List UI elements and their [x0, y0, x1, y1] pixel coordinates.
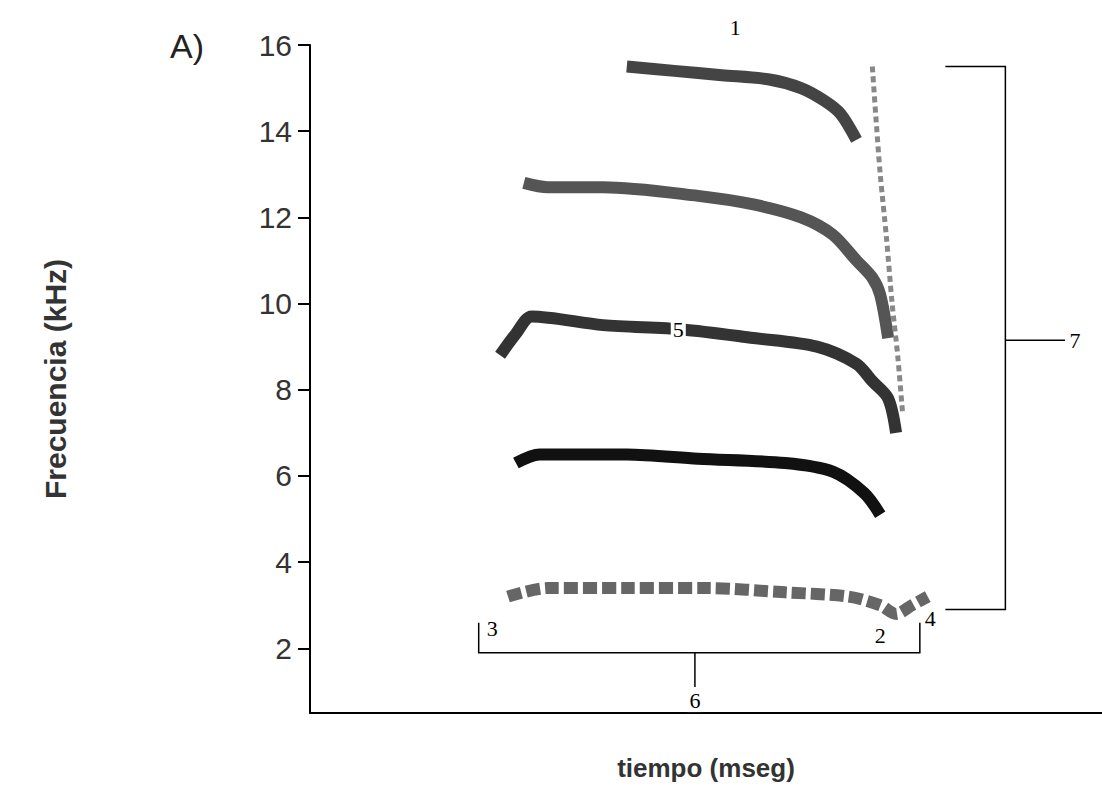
svg-text:A): A) [170, 27, 204, 65]
svg-text:1: 1 [730, 15, 741, 40]
svg-text:6: 6 [689, 688, 700, 713]
svg-text:7: 7 [1070, 328, 1081, 353]
svg-text:4: 4 [925, 606, 936, 631]
svg-text:6: 6 [275, 459, 292, 492]
svg-text:2: 2 [275, 632, 292, 665]
svg-text:Frecuencia (kHz): Frecuencia (kHz) [39, 259, 72, 499]
svg-text:3: 3 [487, 616, 498, 641]
svg-text:tiempo (mseg): tiempo (mseg) [617, 753, 795, 783]
svg-text:8: 8 [275, 373, 292, 406]
svg-text:16: 16 [259, 29, 292, 62]
svg-text:12: 12 [259, 201, 292, 234]
svg-text:14: 14 [259, 115, 292, 148]
svg-text:10: 10 [259, 287, 292, 320]
svg-text:5: 5 [673, 317, 684, 342]
svg-text:4: 4 [275, 546, 292, 579]
svg-text:2: 2 [875, 623, 886, 648]
